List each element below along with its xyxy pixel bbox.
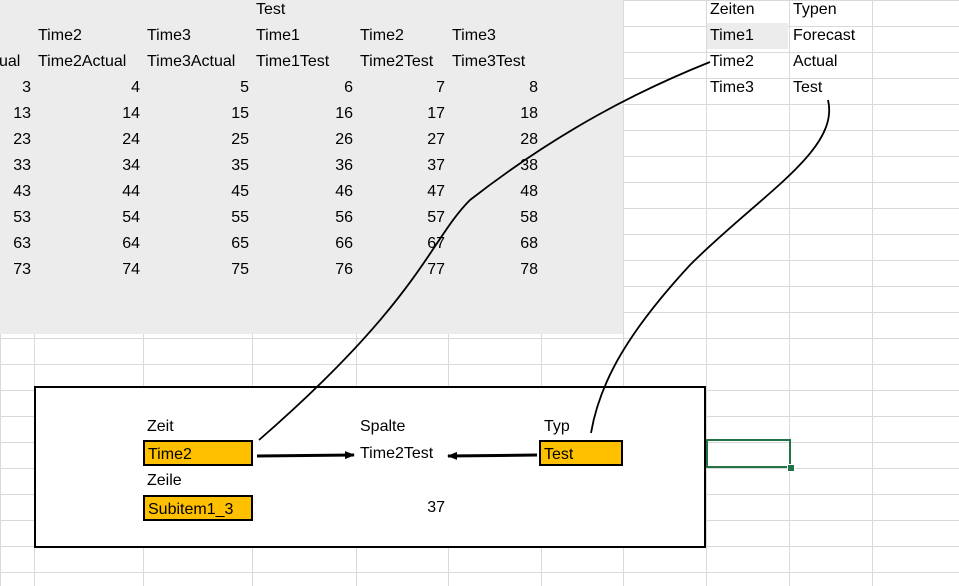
- lookup-cell-highlight: [707, 23, 788, 49]
- zeiten-item[interactable]: Time1: [710, 27, 754, 44]
- table-cell[interactable]: 4: [131, 79, 140, 96]
- zeit-input[interactable]: Time2: [143, 440, 253, 466]
- table-cell[interactable]: 8: [529, 79, 538, 96]
- table-cell[interactable]: 57: [427, 209, 445, 226]
- table-cell[interactable]: 24: [122, 131, 140, 148]
- header-time2test[interactable]: Time2Test: [360, 53, 434, 70]
- table-cell[interactable]: 74: [122, 261, 140, 278]
- typen-item[interactable]: Actual: [793, 53, 838, 70]
- table-cell[interactable]: 26: [335, 131, 353, 148]
- table-cell[interactable]: 14: [122, 105, 140, 122]
- header-time1test[interactable]: Time1Test: [256, 53, 330, 70]
- table-cell[interactable]: 36: [335, 157, 353, 174]
- table-cell[interactable]: 48: [520, 183, 538, 200]
- header-time3test[interactable]: Time3Test: [452, 53, 526, 70]
- zeiten-header[interactable]: Zeiten: [710, 1, 755, 18]
- lookup-panel: [34, 386, 706, 548]
- selected-cell[interactable]: [706, 439, 791, 468]
- header-time3[interactable]: Time3: [452, 27, 496, 44]
- typen-item[interactable]: Test: [793, 79, 823, 96]
- typen-item[interactable]: Forecast: [793, 27, 856, 44]
- header-time2actual[interactable]: Time2Actual: [38, 53, 127, 70]
- fill-handle[interactable]: [787, 464, 795, 472]
- header-actual-truncated[interactable]: ual: [0, 53, 21, 70]
- table-cell[interactable]: 7: [436, 79, 445, 96]
- table-cell[interactable]: 63: [13, 235, 31, 252]
- table-cell[interactable]: 43: [13, 183, 31, 200]
- typen-header[interactable]: Typen: [793, 1, 837, 18]
- connector-test: [590, 99, 831, 434]
- header-time2[interactable]: Time2: [38, 27, 82, 44]
- spalte-value[interactable]: Time2Test: [360, 445, 434, 462]
- table-cell[interactable]: 78: [520, 261, 538, 278]
- table-cell[interactable]: 55: [231, 209, 249, 226]
- arrow-typ-to-spalte: [447, 451, 538, 460]
- zeit-label: Zeit: [147, 418, 174, 435]
- table-cell[interactable]: 23: [13, 131, 31, 148]
- column-line: [789, 0, 790, 586]
- header-time3[interactable]: Time3: [147, 27, 191, 44]
- table-cell[interactable]: 68: [520, 235, 538, 252]
- column-line: [623, 0, 624, 586]
- data-table-area: [0, 0, 623, 334]
- connector-time2: [258, 61, 711, 441]
- table-cell[interactable]: 53: [13, 209, 31, 226]
- table-cell[interactable]: 18: [520, 105, 538, 122]
- table-cell[interactable]: 44: [122, 183, 140, 200]
- table-cell[interactable]: 45: [231, 183, 249, 200]
- column-line: [872, 0, 873, 586]
- column-line: [706, 0, 707, 586]
- table-cell[interactable]: 64: [122, 235, 140, 252]
- table-cell[interactable]: 66: [335, 235, 353, 252]
- zeile-input[interactable]: Subitem1_3: [143, 495, 253, 521]
- typ-input[interactable]: Test: [539, 440, 623, 466]
- table-cell[interactable]: 37: [427, 157, 445, 174]
- table-cell[interactable]: 76: [335, 261, 353, 278]
- table-cell[interactable]: 47: [427, 183, 445, 200]
- table-cell[interactable]: 75: [231, 261, 249, 278]
- table-cell[interactable]: 16: [335, 105, 353, 122]
- table-cell[interactable]: 27: [427, 131, 445, 148]
- zeile-label: Zeile: [147, 472, 182, 489]
- table-cell[interactable]: 33: [13, 157, 31, 174]
- arrow-zeit-to-spalte: [256, 451, 355, 460]
- zeiten-item[interactable]: Time3: [710, 79, 754, 96]
- table-cell[interactable]: 58: [520, 209, 538, 226]
- table-cell[interactable]: 56: [335, 209, 353, 226]
- table-cell[interactable]: 54: [122, 209, 140, 226]
- header-test[interactable]: Test: [256, 1, 286, 18]
- table-cell[interactable]: 3: [22, 79, 31, 96]
- header-time2[interactable]: Time2: [360, 27, 404, 44]
- table-cell[interactable]: 77: [427, 261, 445, 278]
- zeiten-item[interactable]: Time2: [710, 53, 754, 70]
- table-cell[interactable]: 17: [427, 105, 445, 122]
- table-cell[interactable]: 13: [13, 105, 31, 122]
- table-cell[interactable]: 65: [231, 235, 249, 252]
- table-cell[interactable]: 35: [231, 157, 249, 174]
- table-cell[interactable]: 15: [231, 105, 249, 122]
- header-time3actual[interactable]: Time3Actual: [147, 53, 236, 70]
- result-value[interactable]: 37: [427, 499, 445, 516]
- typ-label: Typ: [544, 418, 570, 435]
- header-time1[interactable]: Time1: [256, 27, 300, 44]
- table-cell[interactable]: 5: [240, 79, 249, 96]
- table-cell[interactable]: 28: [520, 131, 538, 148]
- table-cell[interactable]: 73: [13, 261, 31, 278]
- table-cell[interactable]: 34: [122, 157, 140, 174]
- table-cell[interactable]: 6: [344, 79, 353, 96]
- spalte-label: Spalte: [360, 418, 406, 435]
- table-cell[interactable]: 25: [231, 131, 249, 148]
- table-cell[interactable]: 46: [335, 183, 353, 200]
